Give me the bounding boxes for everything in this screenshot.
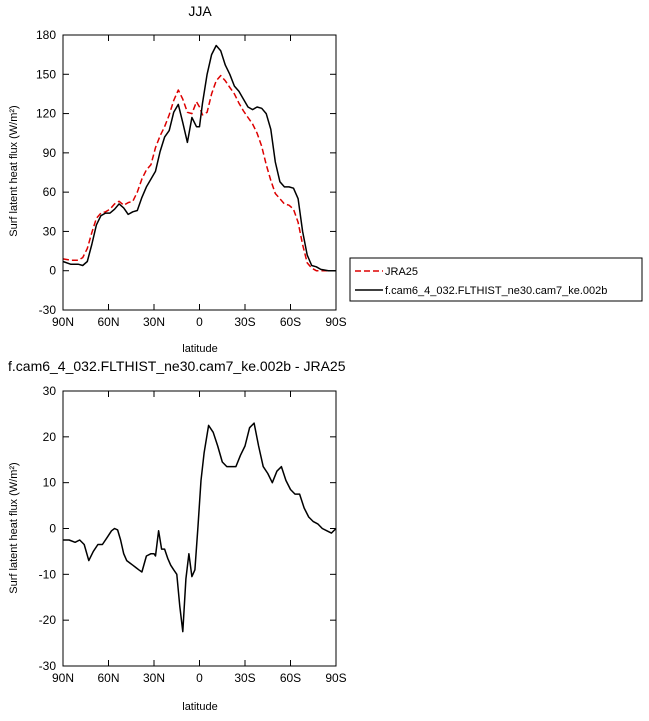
- top-xtick-label: 60S: [280, 315, 301, 329]
- top-ytick-label: -30: [39, 303, 57, 317]
- top-xlabel: latitude: [182, 343, 217, 355]
- legend: JRA25 f.cam6_4_032.FLTHIST_ne30.cam7_ke.…: [349, 257, 643, 302]
- bottom-series-line-0: [63, 422, 337, 633]
- top-series: [62, 44, 336, 272]
- top-ylabel: Surf latent heat flux (W/m²): [8, 105, 20, 236]
- bottom-xtick-label: 0: [196, 671, 203, 685]
- bottom-title: f.cam6_4_032.FLTHIST_ne30.cam7_ke.002b -…: [8, 358, 346, 374]
- bottom-plot-frame: [62, 390, 337, 667]
- bottom-ytick-label: 30: [43, 384, 57, 398]
- bottom-series: [63, 422, 337, 633]
- bottom-xlabel: latitude: [182, 701, 217, 713]
- bottom-ticks: -30 -20 -10 0 10 20 30 90N 60N 30N 0 30S 60S 90S: [39, 384, 347, 685]
- top-xtick-label: 90N: [52, 315, 74, 329]
- bottom-xtick-label: 60S: [280, 671, 301, 685]
- bottom-xtick-label: 90S: [325, 671, 346, 685]
- bottom-ytick-label: -20: [39, 613, 57, 627]
- top-series-line-1: [62, 44, 336, 272]
- bottom-xtick-label: 30S: [234, 671, 255, 685]
- bottom-ytick-label: 10: [43, 476, 57, 490]
- legend-label-jra25: JRA25: [385, 266, 418, 278]
- bottom-ytick-label: -10: [39, 567, 57, 581]
- top-xtick-label: 30N: [143, 315, 165, 329]
- top-ytick-label: 120: [36, 107, 56, 121]
- bottom-xtick-label: 30N: [143, 671, 165, 685]
- top-series-line-0: [62, 74, 336, 272]
- bottom-ytick-label: 0: [49, 522, 56, 536]
- bottom-xtick-label: 90N: [52, 671, 74, 685]
- panel-top: JJA latitude Surf latent heat flux (W/m²…: [8, 3, 347, 355]
- top-xtick-label: 90S: [325, 315, 346, 329]
- top-plot-frame: [62, 34, 337, 311]
- bottom-ylabel: Surf latent heat flux (W/m²): [8, 462, 20, 593]
- top-ytick-label: 150: [36, 67, 56, 81]
- top-title: JJA: [188, 3, 212, 19]
- top-ytick-label: 0: [49, 264, 56, 278]
- panel-bottom: f.cam6_4_032.FLTHIST_ne30.cam7_ke.002b -…: [8, 358, 347, 713]
- top-xtick-label: 30S: [234, 315, 255, 329]
- legend-frame: [349, 257, 643, 302]
- bottom-ytick-label: -30: [39, 659, 57, 673]
- top-ytick-label: 30: [43, 224, 57, 238]
- bottom-xtick-label: 60N: [97, 671, 119, 685]
- top-ytick-label: 180: [36, 28, 56, 42]
- legend-label-model: f.cam6_4_032.FLTHIST_ne30.cam7_ke.002b: [385, 285, 607, 297]
- top-xtick-label: 60N: [97, 315, 119, 329]
- top-xtick-label: 0: [196, 315, 203, 329]
- top-ticks: -30 0 30 60 90 120 150 180 90N 60N 30N 0 30S 60S 90S: [36, 28, 347, 329]
- bottom-ytick-label: 20: [43, 430, 57, 444]
- top-ytick-label: 60: [43, 185, 57, 199]
- top-ytick-label: 90: [43, 146, 57, 160]
